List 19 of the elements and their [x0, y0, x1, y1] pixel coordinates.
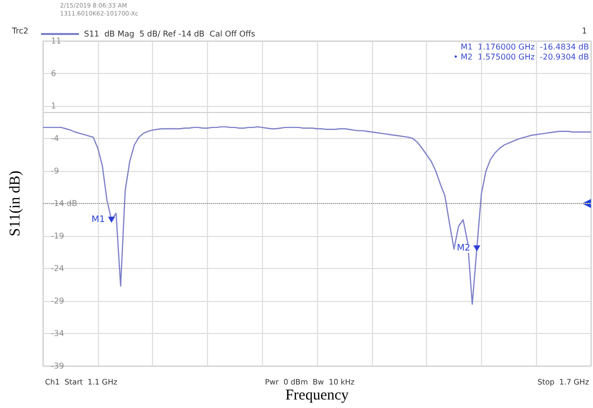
legend-label: S11 dB Mag 5 dB/ Ref -14 dB Cal Off Offs — [84, 30, 256, 38]
annotation: M1 1.176000 GHz -16.4834 dB — [460, 42, 590, 52]
annotation: M1 — [92, 214, 105, 225]
y-tick-label: -34 — [51, 329, 64, 338]
text: 1 — [582, 26, 588, 36]
y-axis-title: S11(in dB) — [8, 170, 24, 236]
y-tick-label: 6 — [51, 69, 56, 78]
text: Trc2 — [11, 26, 28, 36]
y-tick-label: -9 — [51, 166, 59, 176]
y-tick-label: -29 — [51, 296, 64, 306]
y-tick-label: 11 — [51, 36, 62, 46]
x-axis-title: Frequency — [285, 388, 350, 404]
y-tick-label: -39 — [51, 362, 64, 370]
y-tick-label: 1 — [51, 102, 56, 110]
annotation: M2 — [456, 243, 470, 254]
y-tick-label: -24 — [51, 264, 64, 273]
y-tick-label: -19 — [51, 232, 64, 240]
annotation: • M2 1.575000 GHz -20.9304 dB — [453, 52, 590, 62]
y-tick-label: -4 — [51, 134, 59, 143]
